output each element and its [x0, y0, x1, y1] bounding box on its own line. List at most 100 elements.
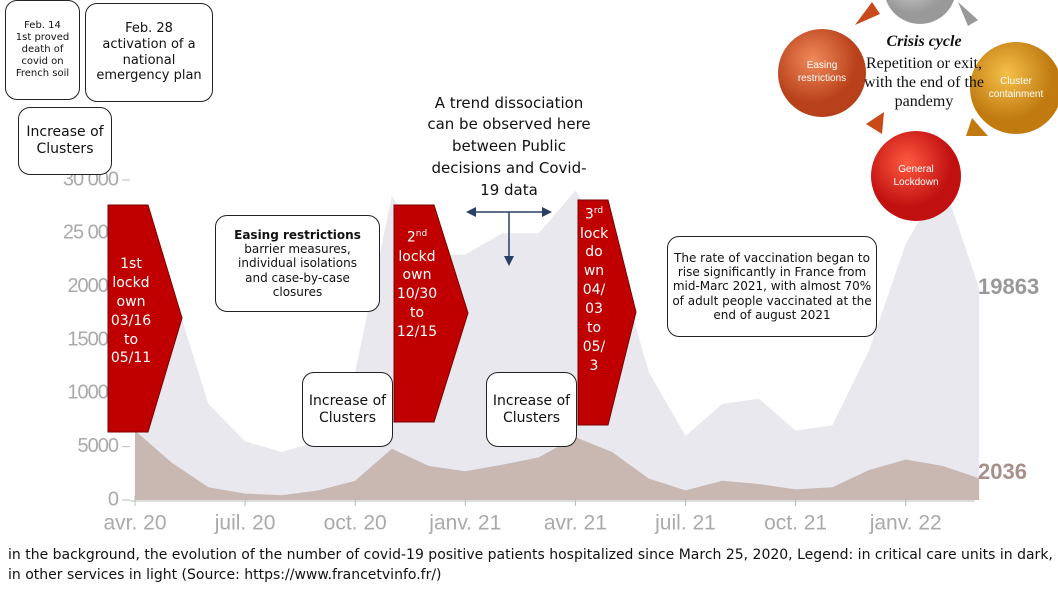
- x-tick-label: avr. 21: [544, 512, 607, 535]
- lockdown-line: 1st: [120, 256, 142, 272]
- cycle-line: pandemy: [895, 93, 954, 110]
- text-box: The rate of vaccination began to rise sig…: [667, 236, 877, 337]
- cycle-stage-label: General: [898, 164, 934, 175]
- box-line: Clusters: [36, 141, 94, 157]
- lockdown-line: 05/: [582, 338, 606, 355]
- lockdown-label: 1st lockd own 03/16 to 05/11: [110, 255, 152, 368]
- box-line: French soil: [15, 68, 70, 79]
- box-line: The rate of vaccination began to: [674, 250, 870, 265]
- cycle-arrow: [866, 112, 884, 134]
- box-line: can be observed here: [427, 115, 591, 134]
- area: [135, 430, 980, 500]
- x-tick-label: janv. 21: [428, 512, 501, 535]
- cycle-arrow: [855, 2, 880, 25]
- text-box: Feb. 14 1st proved death of covid on French …: [5, 0, 80, 100]
- cycle-stage: [871, 131, 961, 221]
- box-line: 1st proved: [15, 32, 70, 43]
- cycle-stage-label: Easing: [807, 60, 838, 71]
- box-line: Increase of: [308, 392, 387, 409]
- box-title: Easing restrictions: [234, 227, 361, 242]
- y-tick-label: 10000: [67, 382, 118, 404]
- crisis-cycle: Crisis cycle Repetition or exit, with the …: [778, 0, 1058, 221]
- text-box: Increase of Clusters: [18, 107, 112, 175]
- cycle-stage: [778, 29, 866, 117]
- x-tick-label: avr. 20: [103, 512, 166, 535]
- lockdown-arrow: [107, 204, 183, 433]
- lockdown-label: 3rd lock do wn 04/03 to 05/3: [580, 205, 608, 376]
- lockdown-line: wn: [583, 263, 605, 280]
- box-line: individual isolations: [238, 256, 357, 271]
- lockdown-line: 03/16: [110, 312, 152, 329]
- lockdown-line: 05/11: [110, 350, 152, 367]
- text-box: Increase of Clusters: [486, 372, 577, 447]
- ordinal-number: 3: [584, 206, 594, 223]
- box-line: of adult people vaccinated at the: [672, 293, 872, 308]
- cycle-arrow: [958, 2, 978, 26]
- text-box: Easing restrictions barrier measures, indi…: [215, 215, 380, 312]
- ordinal-suffix: nd: [415, 229, 428, 239]
- lockdown-line: 3: [589, 357, 599, 374]
- cycle-stage: [970, 42, 1058, 134]
- cycle-line: Repetition or exit,: [866, 55, 982, 72]
- arrow-head: [542, 207, 552, 217]
- lockdown-arrow: [393, 204, 469, 423]
- box-line: emergency plan: [96, 68, 202, 84]
- x-tick-label: oct. 20: [324, 512, 387, 535]
- y-tick-label: 15000: [67, 328, 118, 350]
- y-tick-label: 0: [108, 488, 119, 510]
- lockdown-line: lockd: [112, 274, 150, 291]
- cycle-arrow: [966, 118, 988, 136]
- x-tick-label: juil. 21: [654, 512, 716, 535]
- annotation-arrows: [107, 199, 637, 433]
- y-tick-label: 20000: [67, 275, 118, 297]
- box-line: between Public: [451, 137, 567, 156]
- cycle-stage-label: containment: [989, 89, 1044, 100]
- lockdown-line: to: [409, 305, 425, 322]
- lockdown-label: 2nd lockd own 10/30 to 12/15: [396, 228, 438, 342]
- x-tick-label: juil. 20: [214, 512, 276, 535]
- arrow-head: [504, 256, 514, 266]
- box-line: Increase of: [492, 392, 571, 409]
- cycle-stage-label: restrictions: [798, 73, 846, 84]
- text-box: A trend dissociation can be observed here…: [420, 88, 598, 206]
- box-line: mid-Marc 2021, with almost 70%: [672, 279, 872, 294]
- box-line: rise significantly in France from: [677, 264, 867, 279]
- arrow-head: [466, 207, 476, 217]
- box-line: end of august 2021: [713, 308, 831, 323]
- cycle-stage-label: Cluster: [1000, 76, 1032, 87]
- lockdown-ordinal: 2nd: [396, 228, 438, 248]
- ordinal-number: 2: [406, 229, 416, 246]
- x-tick-label: oct. 21: [764, 512, 827, 535]
- lockdown-ordinal: 3rd: [580, 205, 608, 225]
- box-line: Clusters: [319, 409, 376, 426]
- y-tick-label: 25 000: [63, 222, 119, 244]
- box-line: activation of a: [102, 36, 196, 52]
- box-line: Feb. 14: [24, 20, 61, 31]
- cycle-title: Crisis cycle: [886, 33, 961, 50]
- lockdown-line: 12/15: [396, 324, 438, 341]
- cycle-line: with the end of the: [864, 74, 984, 91]
- lockdown-line: 04/: [582, 282, 606, 299]
- caption: in the background, the evolution of the …: [8, 547, 1053, 584]
- box-line: covid on: [21, 56, 64, 67]
- lockdown-arrow: [577, 199, 637, 426]
- text-box: Feb. 28 activation of a national emergency …: [85, 3, 213, 102]
- lockdown-line: lockd: [398, 248, 436, 265]
- box-line: Increase of: [26, 124, 104, 141]
- lockdown-line: own: [402, 267, 432, 284]
- box-line: barrier measures,: [244, 241, 351, 256]
- box-line: decisions and Covid-: [431, 158, 587, 177]
- x-tick-label: janv. 22: [869, 512, 942, 535]
- lockdown-line: own: [116, 293, 146, 310]
- cycle-stage: [886, 0, 954, 24]
- lockdown-line: do: [585, 244, 603, 261]
- box-line: and case-by-case: [245, 270, 350, 285]
- lockdown-line: to: [123, 331, 139, 348]
- lockdown-line: to: [586, 320, 602, 336]
- box-line: A trend dissociation: [434, 93, 584, 112]
- text-box: Increase of Clusters: [302, 372, 393, 447]
- end-value-label: 19863: [978, 274, 1039, 299]
- box-line: Clusters: [503, 409, 560, 426]
- box-line: 19 data: [480, 180, 538, 199]
